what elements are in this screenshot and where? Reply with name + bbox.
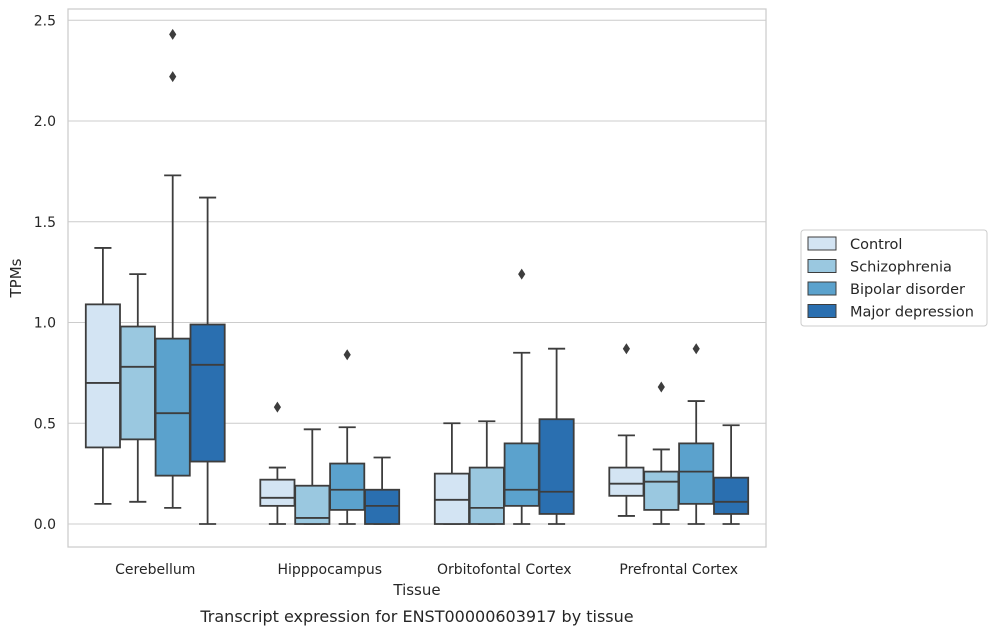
box-iqr bbox=[713, 476, 750, 515]
box-iqr bbox=[468, 466, 505, 525]
outlier-point bbox=[518, 268, 526, 280]
legend-label: Schizophrenia bbox=[850, 260, 952, 276]
legend-swatch bbox=[807, 236, 837, 251]
box-iqr bbox=[538, 418, 575, 515]
box-iqr bbox=[608, 466, 645, 497]
outlier-point bbox=[622, 343, 630, 355]
box-iqr bbox=[329, 462, 366, 511]
box-schizophrenia bbox=[119, 273, 156, 503]
x-tick-label: Prefrontal Cortex bbox=[619, 562, 738, 578]
legend-swatch bbox=[807, 304, 837, 318]
box-schizophrenia bbox=[294, 428, 331, 525]
legend-label: Control bbox=[850, 237, 902, 253]
box-control bbox=[608, 343, 645, 517]
box-major-depression bbox=[364, 456, 401, 525]
box-schizophrenia bbox=[643, 381, 680, 525]
box-control bbox=[259, 401, 296, 525]
legend-label: Bipolar disorder bbox=[850, 282, 965, 298]
x-tick-label: Orbitofontal Cortex bbox=[437, 562, 572, 578]
y-tick-label: 0.0 bbox=[34, 517, 56, 533]
box-iqr bbox=[364, 488, 401, 525]
box-iqr bbox=[678, 442, 715, 505]
x-axis-ticks: Cerebellum Hipppocampus Orbitofontal Corte… bbox=[115, 562, 738, 578]
y-tick-label: 1.0 bbox=[34, 316, 56, 332]
x-tick-label: Cerebellum bbox=[115, 562, 195, 578]
legend: Control Schizophrenia Bipolar disorder Majo… bbox=[800, 229, 988, 327]
box-iqr bbox=[154, 337, 191, 477]
x-axis-label: Tissue bbox=[392, 581, 440, 599]
legend-label: Major depression bbox=[850, 305, 974, 321]
box-iqr bbox=[503, 442, 540, 507]
box-major-depression bbox=[189, 196, 226, 525]
outlier-point bbox=[273, 401, 281, 413]
box-major-depression bbox=[538, 347, 575, 525]
y-tick-label: 0.5 bbox=[34, 416, 56, 432]
box-iqr bbox=[84, 303, 121, 449]
outlier-point bbox=[692, 343, 700, 355]
box-iqr bbox=[189, 323, 226, 463]
box-iqr bbox=[643, 470, 680, 511]
y-axis-label: TPMs bbox=[7, 258, 25, 298]
plot-frame bbox=[67, 8, 767, 548]
y-tick-label: 2.5 bbox=[34, 13, 56, 29]
box-schizophrenia bbox=[468, 420, 505, 525]
legend-frame bbox=[800, 229, 988, 327]
chart-caption: Transcript expression for ENST0000060391… bbox=[199, 607, 633, 626]
y-tick-label: 1.5 bbox=[34, 215, 56, 231]
box-iqr bbox=[433, 472, 470, 525]
box-bipolar-disorder bbox=[329, 349, 366, 525]
outlier-point bbox=[169, 28, 177, 40]
legend-swatch bbox=[807, 281, 837, 296]
box-bipolar-disorder bbox=[678, 343, 715, 525]
box-bipolar-disorder bbox=[503, 268, 540, 525]
box-major-depression bbox=[713, 424, 750, 525]
outlier-point bbox=[169, 71, 177, 83]
box-control bbox=[433, 422, 470, 525]
y-axis-ticks: 0.0 0.5 1.0 1.5 2.0 2.5 bbox=[34, 13, 56, 533]
x-tick-label: Hipppocampus bbox=[277, 562, 382, 578]
y-tick-label: 2.0 bbox=[34, 114, 56, 130]
box-iqr bbox=[119, 325, 156, 441]
legend-swatch bbox=[807, 259, 837, 273]
box-groups bbox=[84, 28, 750, 525]
box-iqr bbox=[259, 478, 296, 507]
box-bipolar-disorder bbox=[154, 28, 191, 509]
outlier-point bbox=[657, 381, 665, 393]
outlier-point bbox=[343, 349, 351, 361]
